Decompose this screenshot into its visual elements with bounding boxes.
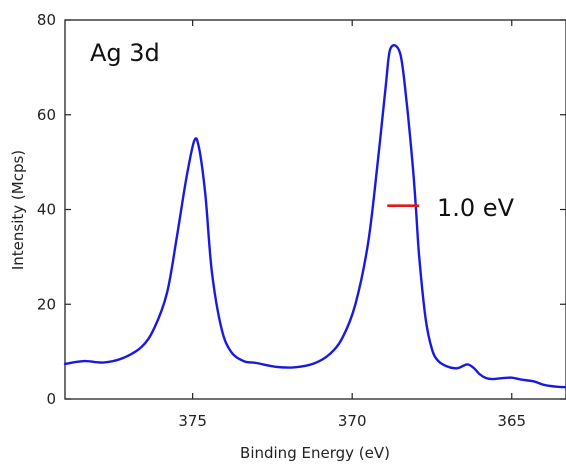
y-tick-label: 60 [37,106,56,124]
series-line [63,44,566,389]
x-tick-label: 365 [497,412,526,430]
y-tick-label: 40 [37,201,56,219]
annotation-title: Ag 3d [90,39,160,67]
y-tick-label: 0 [46,390,56,408]
x-tick-label: 370 [338,412,367,430]
annotation-fwhm: 1.0 eV [437,194,515,222]
y-tick-label: 80 [37,11,56,29]
y-tick-label: 20 [37,295,56,313]
ticks [65,19,566,400]
y-axis-label: Intensity (Mcps) [9,150,27,270]
x-axis-label: Binding Energy (eV) [240,444,390,462]
tick-labels: 375 370 365 0 20 40 60 80 [37,11,526,430]
x-tick-label: 375 [178,412,207,430]
